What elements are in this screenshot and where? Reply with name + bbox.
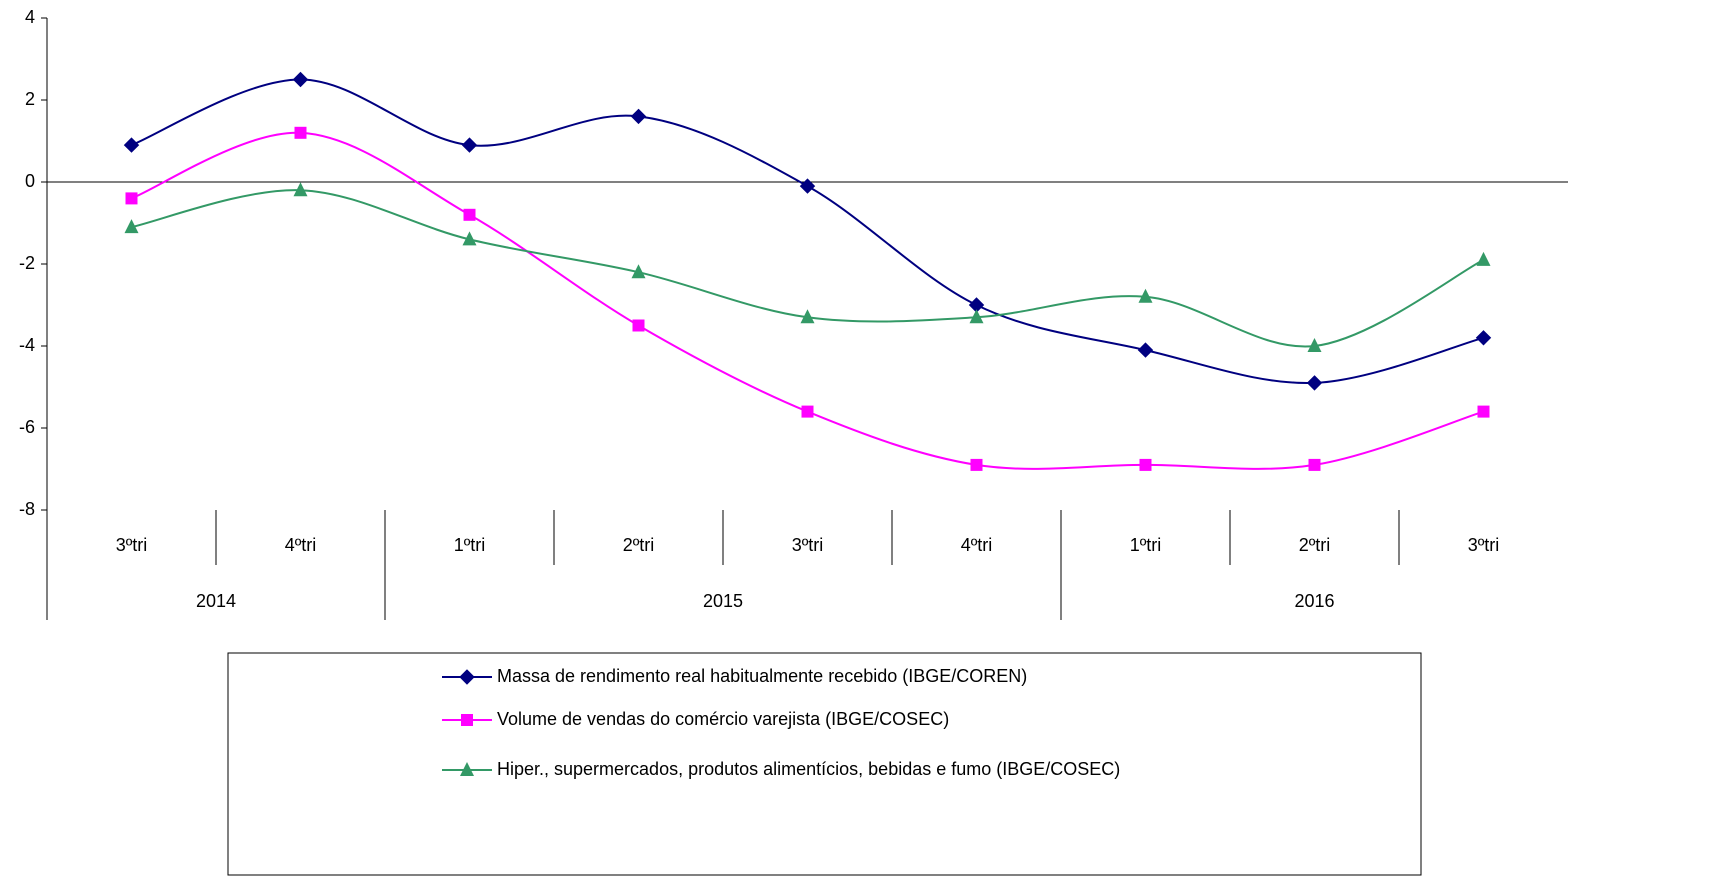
y-tick-label: -6 xyxy=(19,417,35,437)
marker xyxy=(970,458,983,471)
legend-label: Massa de rendimento real habitualmente r… xyxy=(497,666,1027,686)
marker xyxy=(292,71,309,88)
x-tick-label: 1ºtri xyxy=(454,535,486,555)
y-tick-label: 0 xyxy=(25,171,35,191)
marker xyxy=(1475,330,1492,346)
marker xyxy=(1476,251,1491,266)
marker xyxy=(1307,338,1322,352)
marker xyxy=(1308,458,1321,471)
y-tick-label: 2 xyxy=(25,89,35,109)
legend-box xyxy=(227,652,1422,876)
y-tick-label: -4 xyxy=(19,335,35,355)
group-label: 2014 xyxy=(196,591,236,611)
marker xyxy=(801,405,814,418)
marker xyxy=(631,264,646,279)
marker xyxy=(630,108,647,125)
marker xyxy=(293,182,308,197)
legend-label: Hiper., supermercados, produtos alimentí… xyxy=(497,759,1120,779)
legend-marker xyxy=(459,669,475,685)
legend-marker xyxy=(461,714,473,726)
marker xyxy=(632,319,645,332)
x-tick-label: 3ºtri xyxy=(1468,535,1500,555)
marker xyxy=(1306,375,1323,391)
y-tick-label: -2 xyxy=(19,253,35,273)
x-tick-label: 1ºtri xyxy=(1130,535,1162,555)
marker xyxy=(1139,458,1152,471)
marker xyxy=(1138,288,1153,303)
x-tick-label: 4ºtri xyxy=(285,535,317,555)
marker xyxy=(123,137,140,153)
marker xyxy=(294,126,307,139)
x-tick-label: 3ºtri xyxy=(792,535,824,555)
x-tick-label: 2ºtri xyxy=(623,535,655,555)
x-tick-label: 2ºtri xyxy=(1299,535,1331,555)
legend-label: Volume de vendas do comércio varejista (… xyxy=(497,709,949,729)
marker xyxy=(461,137,478,153)
marker xyxy=(969,309,984,324)
marker xyxy=(1477,405,1490,418)
marker xyxy=(799,178,816,194)
marker xyxy=(125,192,138,205)
x-tick-label: 4ºtri xyxy=(961,535,993,555)
x-tick-label: 3ºtri xyxy=(116,535,148,555)
legend-marker xyxy=(460,762,474,776)
series-line xyxy=(131,78,1484,384)
y-tick-label: 4 xyxy=(25,7,35,27)
group-label: 2016 xyxy=(1294,591,1334,611)
group-label: 2015 xyxy=(703,591,743,611)
marker xyxy=(462,231,477,246)
marker xyxy=(463,208,476,221)
y-tick-label: -8 xyxy=(19,499,35,519)
marker xyxy=(800,309,815,324)
marker xyxy=(1137,342,1154,358)
marker xyxy=(124,219,139,234)
